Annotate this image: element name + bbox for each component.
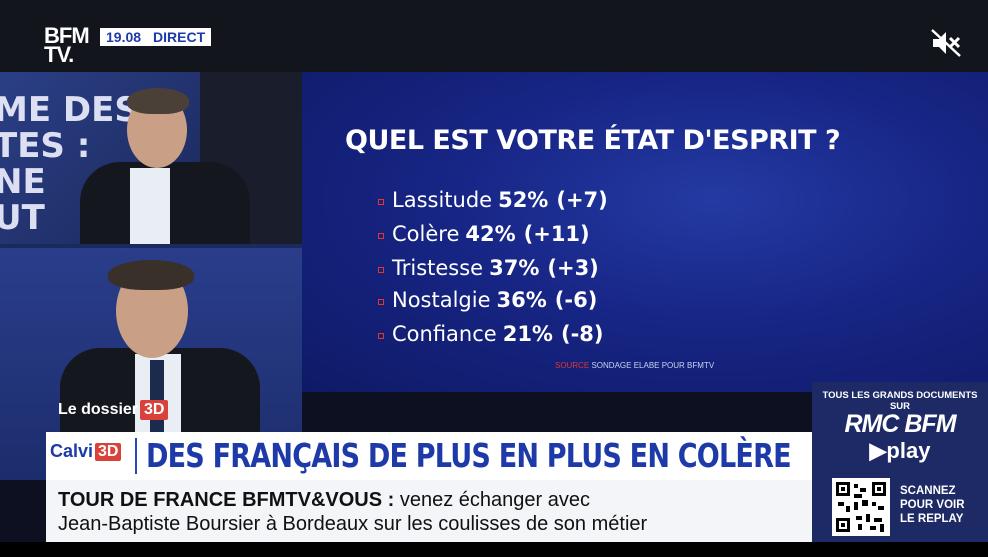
location-text: Calvi	[50, 441, 94, 461]
bullet-icon	[378, 333, 384, 339]
poll-item-label: Colère	[392, 222, 460, 246]
poll-item-label: Nostalgie	[392, 288, 491, 312]
studio-top-shot: ME DES TES : NE UT	[0, 72, 302, 244]
poll-item-label: Confiance	[392, 322, 497, 346]
logo-line2: TV.	[44, 42, 74, 67]
poll-title: QUEL EST VOTRE ÉTAT D'ESPRIT ?	[345, 125, 841, 156]
ticker-line1: TOUR DE FRANCE BFMTV&VOUS : venez échang…	[58, 489, 590, 512]
poll-item: Nostalgie 36% (-6)	[378, 288, 597, 312]
headline-divider	[135, 438, 137, 474]
poll-item-change: (-6)	[554, 288, 598, 312]
poll-item-label: Lassitude	[392, 188, 493, 212]
background-text-1: ME DES	[0, 90, 139, 130]
presenter-shirt	[130, 168, 170, 244]
poll-item-change: (-8)	[560, 322, 604, 346]
frame-bottom	[0, 542, 988, 557]
promo-top-text: TOUS LES GRANDS DOCUMENTS SUR	[822, 390, 978, 412]
bullet-icon	[378, 267, 384, 273]
promo-play: ▶play	[869, 438, 931, 463]
promo-cta-line3: LE REPLAY	[900, 513, 964, 525]
live-badge: 19.08 DIRECT	[100, 28, 212, 46]
location-badge: 3D	[95, 442, 122, 461]
poll-item-pct: 42%	[465, 222, 516, 246]
source-text: SONDAGE ELABE POUR BFMTV	[591, 361, 715, 370]
background-text-2: TES :	[0, 126, 91, 166]
poll-item-label: Tristesse	[392, 256, 484, 280]
ticker-line1-rest: venez échanger avec	[399, 489, 591, 511]
poll-item: Confiance 21% (-8)	[378, 322, 604, 346]
promo-cta-line1: SCANNEZ	[900, 485, 956, 497]
poll-item-change: (+7)	[556, 188, 608, 212]
promo-brand: RMC BFM	[844, 410, 956, 438]
bullet-icon	[378, 299, 384, 305]
dossier-badge: 3D	[140, 400, 169, 420]
dossier-label: Le dossier 3D	[58, 400, 169, 420]
presenter-hair	[127, 88, 189, 114]
live-label: DIRECT	[153, 29, 206, 45]
channel-logo: BFM TV.	[44, 23, 90, 67]
poll-item-change: (+3)	[547, 256, 599, 280]
headline-bar	[46, 432, 812, 480]
guest-hair	[108, 260, 194, 290]
poll-item: Lassitude 52% (+7)	[378, 188, 608, 212]
location-tag: Calvi 3D	[50, 441, 122, 462]
dossier-text: Le dossier	[58, 401, 139, 418]
source-label: SOURCE	[555, 361, 590, 370]
poll-item-pct: 52%	[498, 188, 549, 212]
headline: DES FRANÇAIS DE PLUS EN PLUS EN COLÈRE	[146, 436, 792, 475]
qr-code-icon	[832, 478, 890, 536]
poll-item-pct: 21%	[502, 322, 553, 346]
speaker-muted-icon[interactable]	[930, 28, 962, 58]
promo-cta-line2: POUR VOIR	[900, 499, 965, 511]
background-text-4: UT	[0, 198, 45, 238]
bullet-icon	[378, 199, 384, 205]
poll-item: Tristesse 37% (+3)	[378, 256, 599, 280]
ticker-bold: TOUR DE FRANCE BFMTV&VOUS :	[58, 489, 395, 511]
poll-item-change: (+11)	[523, 222, 590, 246]
poll-source: SOURCE SONDAGE ELABE POUR BFMTV	[555, 361, 714, 370]
logo-line1: BFM	[44, 23, 90, 48]
news-ticker	[46, 480, 812, 542]
poll-graphic	[302, 72, 988, 392]
broadcast-time: 19.08	[106, 29, 142, 45]
background-text-3: NE	[0, 162, 46, 202]
poll-item-pct: 37%	[489, 256, 540, 280]
bullet-icon	[378, 233, 384, 239]
poll-item: Colère 42% (+11)	[378, 222, 590, 246]
replay-promo[interactable]: TOUS LES GRANDS DOCUMENTS SUR RMC BFM ▶p…	[812, 382, 988, 542]
promo-cta: SCANNEZ POUR VOIR LE REPLAY	[900, 484, 965, 526]
ticker-line2: Jean-Baptiste Boursier à Bordeaux sur le…	[58, 513, 648, 535]
poll-item-pct: 36%	[496, 288, 547, 312]
